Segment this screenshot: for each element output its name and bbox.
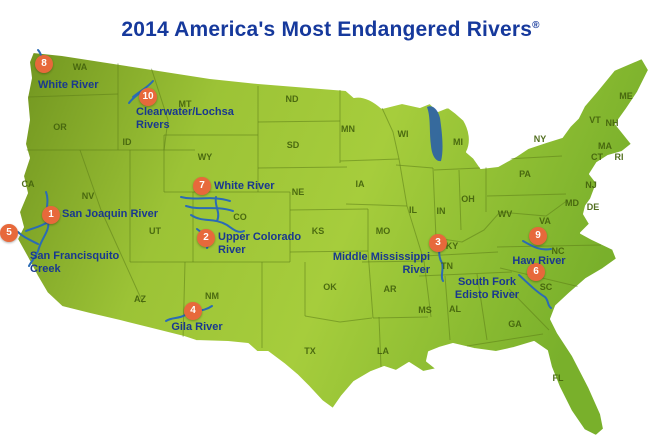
state-label-or: OR <box>53 122 67 132</box>
marker-9: 9 <box>529 227 547 245</box>
state-label-wi: WI <box>397 129 409 139</box>
state-label-nd: ND <box>285 94 299 104</box>
river-white-co <box>180 196 231 202</box>
state-label-ky: KY <box>445 241 459 251</box>
state-label-tx: TX <box>304 346 316 356</box>
marker-4: 4 <box>184 302 202 320</box>
state-label-nv: NV <box>81 191 95 201</box>
state-label-in: IN <box>436 206 446 216</box>
marker-1: 1 <box>42 206 60 224</box>
river-south-fork-edisto <box>518 274 552 309</box>
state-label-sd: SD <box>286 140 300 150</box>
marker-6: 6 <box>527 263 545 281</box>
state-label-nm: NM <box>205 291 219 301</box>
state-label-fl: FL <box>552 373 564 383</box>
state-label-de: DE <box>586 202 600 212</box>
lake-michigan <box>427 106 443 162</box>
state-label-id: ID <box>122 137 132 147</box>
state-label-ri: RI <box>614 152 624 162</box>
state-label-ut: UT <box>149 226 161 236</box>
marker-5: 5 <box>0 224 18 242</box>
state-label-vt: VT <box>589 115 601 125</box>
state-label-al: AL <box>449 304 461 314</box>
state-label-il: IL <box>409 205 417 215</box>
state-label-wy: WY <box>197 152 213 162</box>
state-label-me: ME <box>619 91 633 101</box>
state-label-wa: WA <box>72 62 88 72</box>
state-label-mi: MI <box>453 137 463 147</box>
river-san-francisquito <box>17 231 39 245</box>
state-label-ne: NE <box>291 187 305 197</box>
state-label-ia: IA <box>355 179 365 189</box>
state-label-ma: MA <box>598 141 612 151</box>
river-upper-colorado <box>190 214 245 233</box>
registered-trademark-symbol: ® <box>532 20 540 32</box>
state-label-ct: CT <box>591 152 603 162</box>
state-label-mn: MN <box>341 124 355 134</box>
river-label-4: Gila River <box>171 321 223 333</box>
state-label-pa: PA <box>519 169 531 179</box>
river-label-7: White River <box>214 180 275 192</box>
page-title: 2014 America's Most Endangered Rivers® <box>0 18 661 42</box>
river-label-5: San Francisquito Creek <box>30 250 120 275</box>
river-label-9: Haw River <box>512 255 566 267</box>
state-label-co: CO <box>233 212 247 222</box>
state-label-wv: WV <box>497 209 513 219</box>
state-label-nh: NH <box>605 118 619 128</box>
state-label-tn: TN <box>441 261 453 271</box>
state-label-ok: OK <box>323 282 337 292</box>
state-label-ny: NY <box>533 134 547 144</box>
state-label-mo: MO <box>375 226 391 236</box>
state-label-sc: SC <box>539 282 553 292</box>
river-haw <box>522 240 552 251</box>
marker-3: 3 <box>429 234 447 252</box>
state-label-nj: NJ <box>585 180 597 190</box>
state-label-oh: OH <box>461 194 475 204</box>
marker-8: 8 <box>35 55 53 73</box>
river-ca-tributary <box>25 221 49 232</box>
state-label-ks: KS <box>311 226 325 236</box>
state-label-az: AZ <box>134 294 146 304</box>
river-label-8: White River <box>38 79 99 91</box>
state-label-va: VA <box>539 216 551 226</box>
us-map-outline <box>16 51 650 437</box>
state-label-ca: CA <box>21 179 35 189</box>
page-title-text: 2014 America's Most Endangered Rivers <box>121 18 533 42</box>
river-label-3: Middle Mississippi River <box>332 251 430 276</box>
river-label-1: San Joaquin River <box>62 208 158 220</box>
river-label-10: Clearwater/Lochsa Rivers <box>136 106 234 131</box>
marker-2: 2 <box>197 229 215 247</box>
river-co-branch-1 <box>185 205 234 212</box>
marker-10: 10 <box>139 88 157 106</box>
state-label-la: LA <box>377 346 389 356</box>
marker-7: 7 <box>193 177 211 195</box>
state-label-ar: AR <box>383 284 397 294</box>
state-label-ga: GA <box>508 319 522 329</box>
river-label-6: South Fork Edisto River <box>454 276 520 301</box>
river-co-branch-3 <box>214 196 220 222</box>
state-label-md: MD <box>565 198 579 208</box>
river-label-2: Upper Colorado River <box>218 231 302 256</box>
state-label-ms: MS <box>418 305 432 315</box>
